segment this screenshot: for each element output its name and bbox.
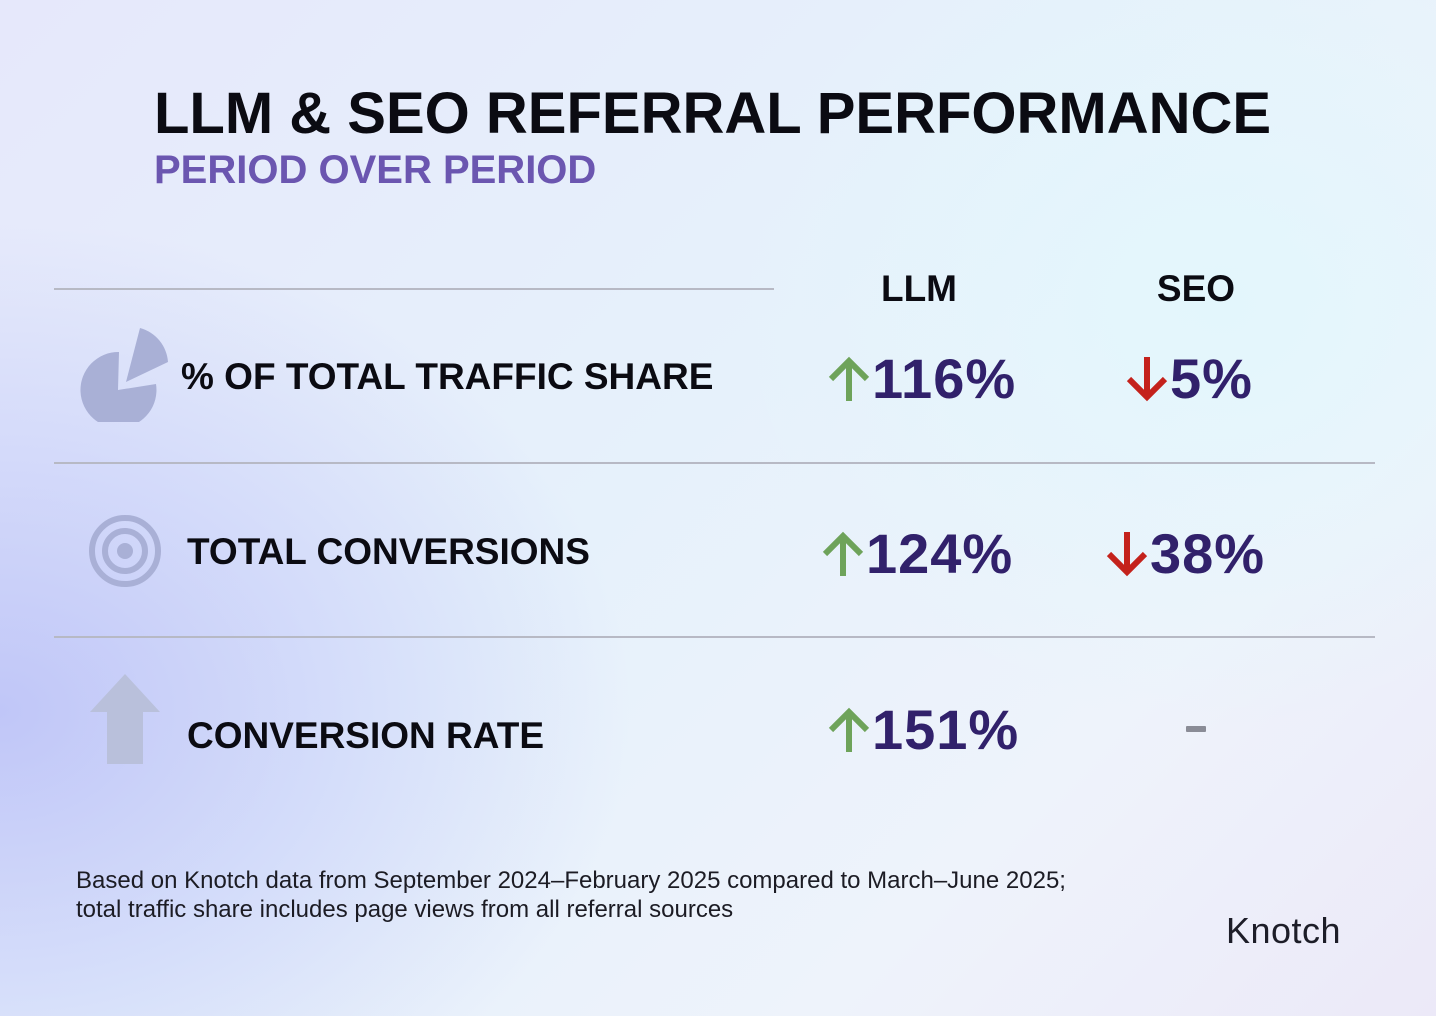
up-arrow-icon	[828, 356, 870, 401]
row-label-conversion-rate: CONVERSION RATE	[187, 715, 545, 756]
column-header-llm: LLM	[880, 268, 958, 309]
row-divider	[54, 462, 1375, 464]
llm-traffic-share-metric: 116%	[826, 346, 1016, 411]
footnote: Based on Knotch data from September 2024…	[76, 867, 1066, 923]
target-icon	[88, 514, 162, 593]
row-divider	[54, 636, 1375, 638]
seo-conversion-rate-value: -	[1186, 700, 1199, 745]
up-arrow-icon	[828, 707, 870, 752]
seo-conversions-value: 38%	[1150, 522, 1266, 585]
page-subtitle: PERIOD OVER PERIOD	[154, 148, 597, 192]
seo-traffic-share-value: 5%	[1170, 347, 1253, 410]
llm-conversions-value: 124%	[866, 522, 1014, 585]
llm-conversion-rate-metric: 151%	[826, 697, 1019, 762]
llm-conversions-metric: 124%	[820, 521, 1013, 586]
column-header-seo: SEO	[1156, 268, 1236, 309]
down-arrow-icon	[1106, 531, 1148, 576]
pie-chart-icon	[78, 326, 174, 428]
seo-traffic-share-metric: 5%	[1124, 346, 1253, 411]
page-title: LLM & SEO REFERRAL PERFORMANCE	[154, 81, 1272, 146]
down-arrow-icon	[1126, 356, 1168, 401]
seo-conversions-metric: 38%	[1104, 521, 1265, 586]
header-divider	[54, 288, 774, 290]
row-label-traffic-share: % OF TOTAL TRAFFIC SHARE	[181, 356, 714, 397]
knotch-logo: Knotch	[1226, 910, 1342, 951]
seo-conversion-rate-empty-dash	[1186, 726, 1206, 732]
row-label-total-conversions: TOTAL CONVERSIONS	[187, 531, 590, 572]
up-arrow-icon	[822, 531, 864, 576]
llm-conversion-rate-value: 151%	[872, 698, 1020, 761]
arrow-up-icon	[88, 674, 162, 769]
llm-traffic-share-value: 116%	[872, 347, 1017, 410]
